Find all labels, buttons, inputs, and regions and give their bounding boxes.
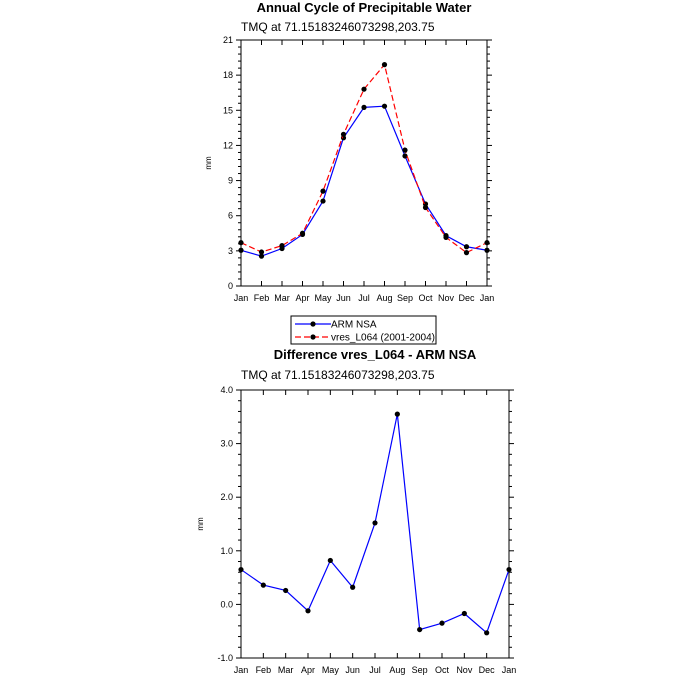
chart1-subtitle: TMQ at 71.15183246073298,203.75 — [241, 20, 435, 34]
x-tick-label: Sep — [397, 293, 413, 303]
x-tick-label: Sep — [412, 665, 428, 675]
x-tick-label: Mar — [278, 665, 294, 675]
data-point — [443, 234, 449, 240]
x-tick-label: Oct — [418, 293, 433, 303]
chart2-ylabel: mm — [196, 517, 205, 531]
data-point — [340, 131, 347, 137]
y-tick-label: 2.0 — [220, 492, 233, 502]
y-tick-label: 15 — [223, 105, 233, 115]
data-point — [350, 584, 356, 590]
x-tick-label: Apr — [295, 293, 309, 303]
data-point — [320, 188, 326, 194]
data-point — [463, 244, 470, 250]
data-point — [238, 240, 244, 246]
x-tick-label: Aug — [389, 665, 405, 675]
legend-marker-arm-nsa — [310, 321, 316, 327]
series-line-1 — [240, 63, 488, 254]
x-tick-label: Oct — [435, 665, 450, 675]
x-tick-label: Aug — [376, 293, 392, 303]
x-tick-label: Dec — [458, 293, 475, 303]
x-tick-label: Nov — [456, 665, 473, 675]
x-tick-label: Dec — [479, 665, 496, 675]
data-point — [320, 198, 326, 204]
chart1-plot-frame — [240, 39, 488, 287]
y-tick-label: 18 — [223, 70, 233, 80]
y-tick-label: 6 — [228, 211, 233, 221]
x-tick-label: Jan — [480, 293, 495, 303]
data-point — [422, 204, 429, 211]
x-tick-label: Jun — [336, 293, 351, 303]
x-tick-label: May — [322, 665, 340, 675]
x-tick-label: Jan — [234, 665, 249, 675]
x-tick-label: Jan — [502, 665, 517, 675]
y-tick-label: 0.0 — [220, 599, 233, 609]
x-tick-label: Jan — [234, 293, 249, 303]
data-point — [461, 610, 467, 617]
chart2-subtitle: TMQ at 71.15183246073298,203.75 — [241, 368, 435, 382]
data-point — [327, 557, 333, 564]
y-tick-label: 21 — [223, 35, 233, 45]
data-point — [283, 587, 289, 594]
data-point — [484, 240, 490, 246]
chart2-ticks: Jan Feb Mar Apr May Jun Jul Aug Sep Oct Nov Dec Jan-… — [217, 385, 516, 675]
data-point — [381, 62, 388, 68]
legend-label-vres: vres_L064 (2001-2004) — [331, 333, 435, 344]
data-point — [279, 242, 285, 249]
data-point — [361, 104, 367, 110]
chart1-ylabel: mm — [204, 156, 213, 170]
series-line-0 — [240, 105, 488, 257]
chart-annual-cycle: Annual Cycle of Precipitable Water TMQ a… — [204, 0, 494, 345]
data-point — [238, 247, 244, 253]
data-point — [258, 253, 265, 259]
data-point — [463, 250, 470, 256]
legend-label-arm-nsa: ARM NSA — [331, 320, 377, 331]
y-tick-label: 9 — [228, 176, 233, 186]
chart1-legend: ARM NSA vres_L064 (2001-2004) — [290, 315, 437, 345]
y-tick-label: 4.0 — [220, 385, 233, 395]
chart1-series — [238, 62, 490, 259]
x-tick-label: Feb — [256, 665, 272, 675]
y-tick-label: 3.0 — [220, 439, 233, 449]
x-tick-label: Jul — [369, 665, 381, 675]
y-tick-label: 0 — [228, 281, 233, 291]
chart1-title: Annual Cycle of Precipitable Water — [257, 0, 472, 15]
chart2-series — [238, 411, 512, 636]
chart2-title: Difference vres_L064 - ARM NSA — [274, 347, 477, 362]
data-point — [506, 566, 512, 573]
x-tick-label: Apr — [301, 665, 315, 675]
y-tick-label: -1.0 — [217, 653, 233, 663]
x-tick-label: May — [314, 293, 332, 303]
legend-box — [290, 315, 437, 345]
data-point — [305, 608, 311, 614]
y-tick-label: 3 — [228, 246, 233, 256]
x-tick-label: Jun — [345, 665, 360, 675]
data-point — [361, 86, 367, 92]
chart1-ticks: Jan Feb Mar Apr May Jun Jul Aug Sep Oct Nov Dec Jan0… — [223, 35, 494, 303]
chart-difference: Difference vres_L064 - ARM NSA TMQ at 71… — [196, 347, 516, 675]
data-point — [484, 247, 490, 253]
data-point — [258, 249, 265, 255]
data-point — [381, 103, 388, 109]
legend-marker-vres — [310, 334, 316, 340]
data-point — [260, 582, 266, 588]
data-point — [439, 620, 445, 626]
data-point — [372, 520, 378, 526]
data-point — [484, 630, 490, 636]
data-point — [402, 147, 408, 153]
y-tick-label: 1.0 — [220, 546, 233, 556]
data-point — [402, 153, 408, 159]
data-point — [299, 230, 306, 236]
x-tick-label: Nov — [438, 293, 455, 303]
y-tick-label: 12 — [223, 140, 233, 150]
data-point — [417, 626, 423, 633]
x-tick-label: Jul — [358, 293, 370, 303]
data-point — [394, 411, 400, 417]
x-tick-label: Mar — [274, 293, 290, 303]
x-tick-label: Feb — [254, 293, 270, 303]
data-point — [238, 566, 244, 573]
